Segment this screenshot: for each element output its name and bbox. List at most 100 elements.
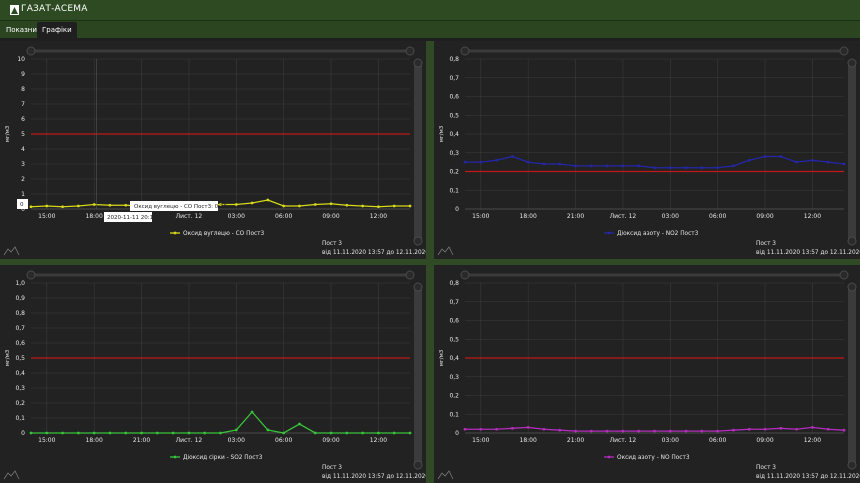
x-range-slider-start-handle[interactable]	[26, 46, 36, 56]
data-point[interactable]	[542, 162, 546, 166]
legend-no[interactable]: Оксид азоту - NO Пост3	[604, 455, 690, 461]
data-point[interactable]	[108, 431, 112, 435]
data-point[interactable]	[329, 431, 333, 435]
data-point[interactable]	[234, 428, 238, 432]
tab-grafiky[interactable]: Графіки	[37, 22, 77, 38]
data-point[interactable]	[684, 166, 688, 170]
data-point[interactable]	[361, 204, 365, 208]
data-point[interactable]	[621, 429, 625, 433]
data-point[interactable]	[76, 204, 80, 208]
data-point[interactable]	[795, 427, 799, 431]
data-point[interactable]	[558, 428, 562, 432]
data-point[interactable]	[361, 431, 365, 435]
data-point[interactable]	[329, 202, 333, 206]
data-point[interactable]	[140, 431, 143, 435]
data-point[interactable]	[510, 155, 514, 158]
y-range-slider-bottom-handle[interactable]	[413, 460, 423, 470]
data-point[interactable]	[795, 160, 799, 164]
data-point[interactable]	[155, 431, 159, 435]
data-point[interactable]	[479, 160, 483, 164]
data-point[interactable]	[826, 160, 830, 164]
data-point[interactable]	[377, 431, 380, 435]
data-point[interactable]	[345, 203, 349, 207]
data-point[interactable]	[589, 164, 593, 168]
data-point[interactable]	[732, 428, 735, 432]
data-point[interactable]	[495, 158, 498, 162]
data-point[interactable]	[811, 425, 814, 429]
y-range-slider-bottom-handle[interactable]	[847, 460, 857, 470]
data-point[interactable]	[29, 431, 33, 435]
data-point[interactable]	[392, 204, 396, 208]
data-point[interactable]	[700, 429, 704, 433]
data-point[interactable]	[479, 427, 483, 431]
data-point[interactable]	[668, 166, 672, 170]
x-range-slider-start-handle[interactable]	[460, 46, 470, 56]
data-point[interactable]	[76, 431, 80, 435]
data-point[interactable]	[266, 198, 270, 202]
data-point[interactable]	[684, 429, 688, 433]
data-point[interactable]	[811, 158, 814, 162]
data-point[interactable]	[463, 427, 467, 431]
data-point[interactable]	[203, 431, 207, 435]
data-point[interactable]	[463, 160, 467, 164]
data-point[interactable]	[605, 429, 609, 433]
y-range-slider-top-handle[interactable]	[847, 282, 857, 292]
data-point[interactable]	[574, 429, 577, 433]
data-point[interactable]	[542, 427, 546, 431]
y-range-slider-top-handle[interactable]	[413, 58, 423, 68]
x-range-slider-end-handle[interactable]	[405, 270, 415, 280]
data-point[interactable]	[92, 431, 96, 435]
data-point[interactable]	[558, 162, 562, 166]
data-point[interactable]	[510, 426, 514, 430]
data-point[interactable]	[779, 426, 783, 430]
data-point[interactable]	[716, 166, 720, 170]
data-point[interactable]	[282, 204, 286, 208]
data-point[interactable]	[653, 429, 656, 433]
data-point[interactable]	[700, 166, 704, 170]
data-point[interactable]	[747, 427, 751, 431]
data-point[interactable]	[716, 429, 720, 433]
x-range-slider-start-handle[interactable]	[26, 270, 36, 280]
y-range-slider-bottom-handle[interactable]	[413, 236, 423, 246]
data-point[interactable]	[345, 431, 349, 435]
data-point[interactable]	[124, 431, 128, 435]
data-point[interactable]	[842, 428, 846, 432]
data-point[interactable]	[668, 429, 672, 433]
data-point[interactable]	[574, 164, 577, 168]
data-point[interactable]	[45, 204, 49, 208]
data-point[interactable]	[219, 431, 222, 435]
data-point[interactable]	[313, 431, 317, 435]
data-point[interactable]	[45, 431, 49, 435]
data-point[interactable]	[108, 203, 112, 207]
data-point[interactable]	[653, 166, 656, 170]
data-point[interactable]	[526, 425, 530, 429]
data-point[interactable]	[408, 204, 412, 208]
legend-so2[interactable]: Діоксид сірки - SO2 Пост3	[170, 455, 263, 461]
data-point[interactable]	[605, 164, 609, 168]
data-point[interactable]	[826, 427, 830, 431]
data-point[interactable]	[250, 410, 254, 414]
data-point[interactable]	[298, 422, 301, 426]
data-point[interactable]	[171, 431, 175, 435]
data-point[interactable]	[313, 203, 317, 206]
data-point[interactable]	[526, 160, 530, 164]
data-point[interactable]	[637, 429, 641, 433]
data-point[interactable]	[282, 431, 286, 435]
y-range-slider-top-handle[interactable]	[847, 58, 857, 68]
y-range-slider-bottom-handle[interactable]	[847, 236, 857, 246]
data-point[interactable]	[763, 155, 767, 158]
legend-co[interactable]: Оксид вуглецю - CO Пост3	[170, 231, 265, 237]
data-point[interactable]	[124, 203, 128, 207]
data-point[interactable]	[842, 162, 846, 166]
data-point[interactable]	[763, 427, 767, 431]
x-range-slider-end-handle[interactable]	[839, 270, 849, 280]
y-range-slider-top-handle[interactable]	[413, 282, 423, 292]
data-point[interactable]	[266, 428, 270, 432]
data-point[interactable]	[495, 427, 498, 431]
data-point[interactable]	[408, 431, 412, 435]
data-point[interactable]	[377, 205, 380, 209]
data-point[interactable]	[392, 431, 396, 435]
data-point[interactable]	[92, 203, 96, 206]
data-point[interactable]	[747, 158, 751, 162]
data-point[interactable]	[732, 164, 735, 168]
